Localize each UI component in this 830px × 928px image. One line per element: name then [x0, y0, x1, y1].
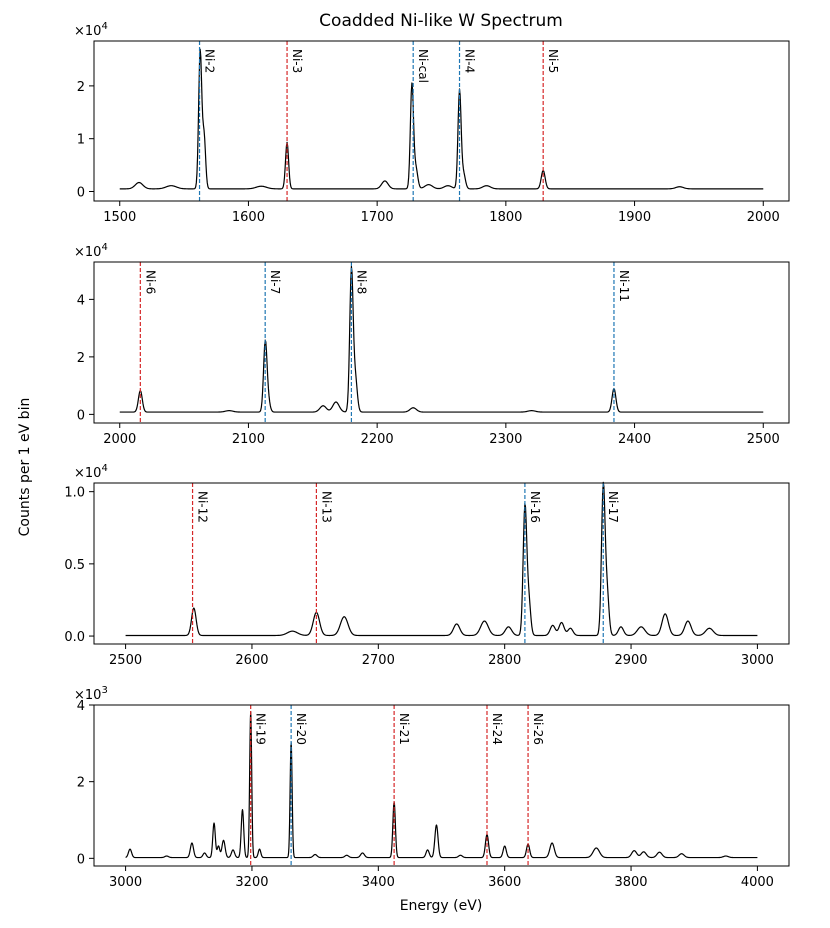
x-tick-label: 2300: [489, 432, 522, 447]
x-tick-label: 1800: [489, 210, 522, 225]
x-tick-label: 2400: [618, 432, 651, 447]
y-multiplier-exponent: 3: [101, 685, 107, 696]
y-tick-label: 0: [77, 185, 85, 200]
line-label-ni-26: Ni-26: [531, 713, 545, 745]
line-label-ni-7: Ni-7: [268, 270, 282, 294]
panel-2: Ni-6 Ni-7 Ni-8 Ni-11 2000 2100 2200 2300 2400 250…: [74, 242, 790, 447]
line-label-ni-12: Ni-12: [196, 491, 210, 523]
spectrum-trace: [125, 711, 758, 859]
x-tick-label: 1500: [103, 210, 136, 225]
y-multiplier-exponent: 4: [101, 463, 107, 474]
line-label-ni-4: Ni-4: [463, 49, 477, 73]
x-tick-label: 2600: [235, 653, 268, 668]
y-multiplier: ×104: [74, 21, 108, 39]
x-tick-label: 2700: [362, 653, 395, 668]
x-tick-label: 2000: [103, 432, 136, 447]
y-axis-label: Counts per 1 eV bin: [17, 398, 33, 537]
x-tick-label: 1900: [618, 210, 651, 225]
x-tick-label: 2000: [747, 210, 780, 225]
y-tick-label: 1.0: [64, 486, 85, 501]
x-tick-label: 1600: [232, 210, 265, 225]
y-tick-label: 4: [77, 699, 85, 714]
y-multiplier: ×104: [74, 242, 108, 260]
y-tick-label: 2: [77, 351, 85, 366]
line-label-ni-2: Ni-2: [203, 49, 217, 73]
axes-frame: [93, 40, 790, 202]
line-label-ni-5: Ni-5: [546, 49, 560, 73]
y-multiplier-exponent: 4: [101, 242, 107, 253]
axes-frame: [93, 704, 790, 867]
x-tick-label: 3000: [109, 875, 142, 890]
y-tick-label: 1: [77, 133, 85, 148]
x-tick-label: 3200: [235, 875, 268, 890]
x-tick-label: 2900: [614, 653, 647, 668]
axes-frame: [93, 261, 790, 424]
panel-1: Ni-2 Ni-3 Ni-cal Ni-4 Ni-5 1500 1600 1700 1800 19…: [74, 21, 790, 225]
x-tick-label: 2800: [488, 653, 521, 668]
y-multiplier-exponent: 4: [101, 21, 107, 32]
line-label-ni-cal: Ni-cal: [416, 49, 430, 83]
line-label-ni-8: Ni-8: [354, 270, 368, 294]
line-label-ni-3: Ni-3: [290, 49, 304, 73]
spectrum-trace: [125, 481, 758, 637]
y-tick-label: 4: [77, 293, 85, 308]
line-label-ni-20: Ni-20: [294, 713, 308, 745]
y-multiplier: ×103: [74, 685, 108, 703]
x-tick-label: 2100: [232, 432, 265, 447]
line-label-ni-17: Ni-17: [606, 491, 620, 523]
spectrum-trace: [119, 265, 764, 413]
line-label-ni-6: Ni-6: [143, 270, 157, 294]
line-label-ni-24: Ni-24: [490, 713, 504, 745]
line-label-ni-13: Ni-13: [319, 491, 333, 523]
panels: Ni-2 Ni-3 Ni-cal Ni-4 Ni-5 1500 1600 1700 1800 19…: [64, 21, 790, 890]
x-tick-label: 3600: [488, 875, 521, 890]
x-tick-label: 3800: [614, 875, 647, 890]
y-multiplier: ×104: [74, 463, 108, 481]
panel-3: Ni-12 Ni-13 Ni-16 Ni-17 2500 2600 2700 2800 2900…: [64, 463, 790, 668]
line-label-ni-11: Ni-11: [617, 270, 631, 302]
panel-4: Ni-19 Ni-20 Ni-21 Ni-24 Ni-26 3000 3200 3400 360…: [74, 685, 790, 890]
y-tick-label: 0.0: [64, 630, 85, 645]
line-label-ni-19: Ni-19: [254, 713, 268, 745]
x-tick-label: 3400: [362, 875, 395, 890]
y-tick-label: 0: [77, 852, 85, 867]
y-tick-label: 2: [77, 776, 85, 791]
y-tick-label: 0.5: [64, 558, 85, 573]
x-tick-label: 4000: [741, 875, 774, 890]
x-tick-label: 2500: [747, 432, 780, 447]
x-tick-label: 3000: [741, 653, 774, 668]
x-axis-label: Energy (eV): [400, 898, 483, 914]
line-label-ni-21: Ni-21: [397, 713, 411, 745]
x-tick-label: 1700: [361, 210, 394, 225]
y-tick-label: 0: [77, 408, 85, 423]
line-label-ni-16: Ni-16: [528, 491, 542, 523]
spectrum-trace: [119, 48, 764, 190]
x-tick-label: 2500: [109, 653, 142, 668]
figure-title: Coadded Ni-like W Spectrum: [319, 11, 563, 31]
y-tick-label: 2: [77, 80, 85, 95]
x-tick-label: 2200: [361, 432, 394, 447]
